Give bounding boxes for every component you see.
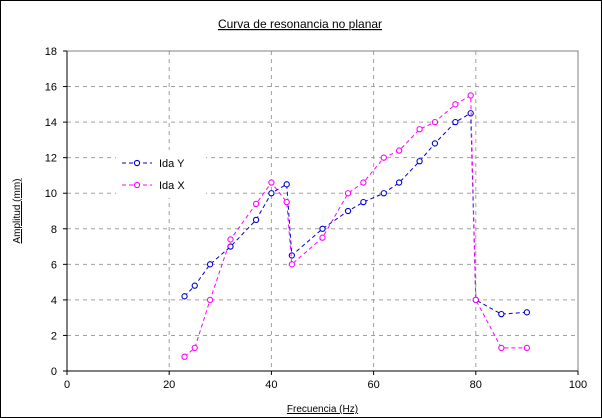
y-tick-label: 10 [45,188,57,200]
data-point [181,353,188,360]
legend-label: Ida Y [159,158,185,170]
data-point [288,261,295,268]
y-tick-label: 18 [45,46,57,58]
data-point [380,154,387,161]
x-tick-label: 20 [163,379,175,391]
data-point [288,252,295,259]
plot-area [66,50,579,372]
y-tick-label: 0 [51,366,57,378]
x-tick-label: 40 [265,379,277,391]
data-point [416,158,423,165]
data-point [319,225,326,232]
data-point [416,126,423,133]
y-axis-title: Amplitud (mm) [12,178,23,243]
data-point [380,190,387,197]
data-point [472,296,479,304]
data-point [319,234,326,241]
y-tick-label: 14 [45,117,57,129]
y-tick-label: 16 [45,82,57,94]
legend-box [116,150,206,198]
x-axis-title: Frecuencia (Hz) [287,404,358,415]
data-point [252,200,260,208]
data-point [206,296,214,304]
data-point [206,261,214,268]
legend: Ida Y Ida X [116,150,206,198]
ticks-layer: 0 20 40 60 80 100 0 2 4 6 8 10 12 14 16 18 [45,46,587,391]
x-tick-label: 80 [470,379,482,391]
series-layer [181,92,531,360]
y-tick-label: 2 [51,330,57,342]
legend-marker [133,159,141,167]
data-point [452,118,459,126]
chart-title: Curva de resonancia no planar [218,17,382,31]
data-point [344,207,352,215]
data-point [395,179,403,186]
data-point [252,216,260,224]
y-tick-label: 8 [51,224,57,236]
data-point [191,344,198,352]
data-point [498,344,505,352]
grid-layer [67,50,579,371]
data-point [523,344,531,352]
data-point [498,310,505,318]
data-point [191,282,198,289]
y-tick-label: 6 [51,259,57,271]
data-point [181,293,188,300]
y-tick-label: 4 [51,295,57,307]
data-point [227,236,234,243]
x-tick-label: 100 [569,379,587,391]
data-point [360,198,367,206]
data-point [467,92,474,99]
data-point [283,198,290,206]
data-point [523,309,531,316]
data-point [268,190,275,197]
data-point [452,101,459,108]
data-point [344,190,352,197]
y-tick-label: 12 [45,153,57,165]
series-1 [181,92,531,360]
data-point [431,118,439,126]
series-0 [181,110,531,318]
data-point [431,140,439,147]
x-tick-label: 0 [64,379,70,391]
data-point [283,181,290,188]
data-point [268,179,275,186]
legend-label: Ida X [159,180,185,192]
legend-items: Ida Y Ida X [122,158,185,192]
data-point [395,147,403,154]
legend-marker [133,181,141,189]
data-point [360,179,367,186]
x-tick-label: 60 [367,379,379,391]
